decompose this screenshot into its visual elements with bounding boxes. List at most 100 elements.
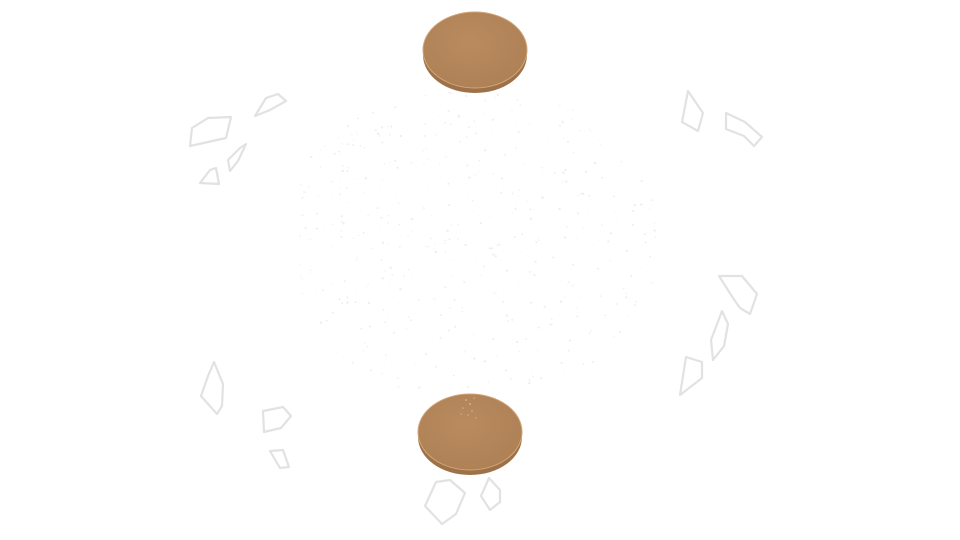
speckle-dot — [341, 169, 344, 173]
speckle-dot — [561, 120, 563, 122]
speckle-dot — [435, 365, 437, 368]
speckle-dot — [648, 208, 650, 210]
speckle-dot — [448, 91, 451, 94]
speckle-dot — [418, 386, 421, 389]
speckle-dot — [309, 238, 312, 240]
speckle-dot — [341, 302, 344, 305]
speckle-dot — [338, 136, 340, 138]
speckle-dot — [571, 118, 573, 120]
speckle-dot — [514, 146, 517, 149]
speckle-dot — [516, 99, 519, 102]
speckle-dot — [434, 250, 437, 254]
speckle-dot — [454, 325, 457, 328]
speckle-dot — [344, 280, 346, 283]
speckle-dot — [496, 244, 499, 247]
speckle-dot — [389, 133, 391, 136]
speckle-dot — [386, 243, 389, 245]
speckle-dot — [356, 257, 358, 259]
speckle-dot — [319, 166, 322, 168]
speckle-dot — [582, 227, 584, 229]
speckle-dot — [381, 179, 384, 182]
speckle-dot — [511, 318, 514, 321]
speckle-dot — [537, 236, 539, 238]
speckle-dot — [351, 362, 354, 364]
speckle-dot — [331, 282, 333, 285]
speckle-dot — [552, 256, 555, 259]
speckle-dot — [495, 355, 498, 357]
speckle-dot — [341, 143, 344, 145]
speckle-dot — [654, 236, 657, 238]
speckle-dot — [532, 375, 534, 378]
speckle-dot — [518, 350, 521, 353]
speckle-dot — [626, 315, 628, 317]
speckle-dot — [622, 287, 625, 290]
speckle-dot — [381, 141, 384, 144]
speckle-dot — [598, 239, 600, 241]
speckle-dot — [383, 327, 385, 329]
speckle-dot — [500, 191, 503, 194]
speckle-dot — [649, 233, 651, 234]
shard — [717, 274, 759, 316]
speckle-dot — [487, 381, 489, 383]
speckle-dot — [535, 241, 538, 244]
speckle-dot — [403, 274, 406, 277]
speckle-dot — [410, 161, 413, 164]
speckle-dot — [367, 183, 369, 185]
shard — [724, 111, 764, 148]
speckle-dot — [309, 269, 312, 271]
speckle-dot — [457, 114, 460, 118]
speckle-dot — [391, 273, 393, 276]
speckle-dot — [654, 223, 656, 225]
speckle-dot — [331, 195, 333, 197]
speckle-dot — [488, 333, 490, 334]
speckle-dot — [615, 303, 618, 305]
speckle-dot — [392, 296, 394, 298]
speckle-dot — [457, 237, 459, 240]
speckle-dot — [363, 192, 365, 195]
speckle-dot — [494, 254, 497, 258]
speckle-dot — [478, 170, 480, 172]
shard — [253, 92, 288, 118]
shard — [199, 360, 225, 416]
speckle-dot — [331, 180, 333, 183]
speckle-dot — [354, 301, 357, 304]
speckle-dot — [564, 168, 567, 172]
speckle-dot — [651, 282, 654, 284]
speckle-dot — [346, 170, 349, 173]
speckle-dot — [478, 159, 481, 162]
speckle-dot — [429, 237, 432, 240]
speckle-dot — [563, 236, 567, 239]
speckle-dot — [635, 289, 636, 290]
speckle-dot — [425, 177, 427, 179]
speckle-dot — [425, 245, 427, 247]
speckle-dot — [410, 319, 412, 322]
speckle-dot — [551, 318, 553, 321]
speckle-dot — [540, 377, 543, 380]
speckle-dot — [352, 139, 355, 141]
speckle-dot — [431, 214, 432, 216]
shard — [680, 89, 705, 133]
speckle-dot — [381, 277, 384, 280]
speckle-dot — [407, 268, 410, 271]
speckle-dot — [509, 377, 512, 380]
speckle-dot — [444, 121, 446, 124]
speckle-dot — [300, 215, 302, 217]
speckle-dot — [366, 345, 369, 348]
speckle-dot — [446, 229, 449, 233]
speckle-dot — [397, 385, 400, 388]
speckle-dot — [582, 363, 585, 366]
speckle-dot — [461, 306, 463, 309]
speckle-dot — [514, 207, 517, 210]
speckle-dot — [439, 164, 441, 166]
speckle-dot — [560, 361, 563, 364]
speckle-dot — [355, 260, 357, 262]
speckle-dot — [529, 208, 532, 211]
speckle-dot — [476, 257, 477, 259]
speckle-dot — [399, 134, 402, 138]
shard — [423, 478, 467, 526]
speckle-dot — [299, 263, 301, 265]
speckle-dot — [584, 170, 587, 173]
speckle-dot — [567, 349, 570, 352]
speckle-dot — [363, 126, 365, 128]
